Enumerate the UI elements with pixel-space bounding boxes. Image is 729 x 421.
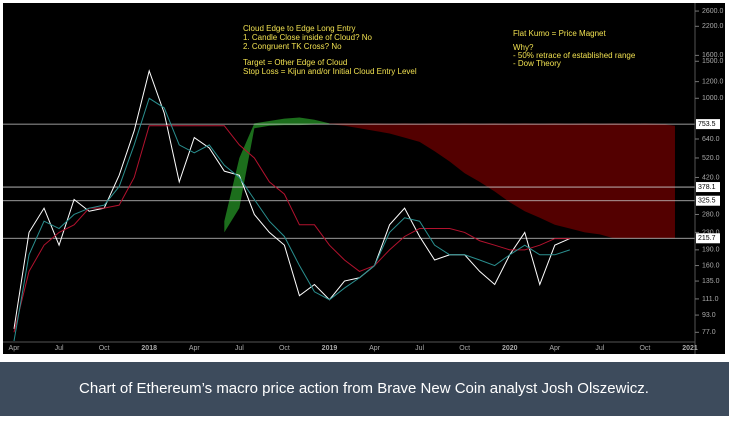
price-label: 753.5: [698, 121, 716, 128]
x-tick-label: Jul: [55, 345, 64, 352]
y-tick-label: 160.0: [702, 262, 720, 269]
y-tick-label: 190.0: [702, 247, 720, 254]
y-tick-label: 280.0: [702, 211, 720, 218]
price-label: 325.5: [698, 198, 716, 205]
annotation: - 50% retrace of established range: [513, 51, 636, 60]
x-tick-label: 2018: [141, 345, 157, 352]
series-line: [13, 125, 570, 333]
x-tick-label: Oct: [279, 345, 290, 352]
cloud: [224, 117, 330, 233]
annotation: 2. Congruent TK Cross? No: [243, 42, 342, 51]
annotation: Target = Other Edge of Cloud: [243, 58, 347, 67]
x-tick-label: Apr: [369, 345, 381, 352]
price-label-box: [696, 233, 720, 244]
y-tick-label: 230.0: [702, 229, 720, 236]
x-tick-label: Jul: [595, 345, 604, 352]
caption: Chart of Ethereum’s macro price action f…: [79, 380, 649, 397]
y-tick-label: 2200.0: [702, 23, 724, 30]
y-tick-label: 520.0: [702, 155, 720, 162]
x-tick-label: Apr: [189, 345, 201, 352]
x-tick-label: 2019: [322, 345, 338, 352]
x-tick-label: Jul: [415, 345, 424, 352]
x-tick-label: 2020: [502, 345, 518, 352]
price-label: 215.7: [698, 235, 716, 242]
annotation: Why?: [513, 43, 534, 52]
annotation: 1. Candle Close inside of Cloud? No: [243, 33, 373, 42]
series-line: [13, 97, 570, 342]
annotation: Flat Kumo = Price Magnet: [513, 29, 606, 38]
y-tick-label: 1200.0: [702, 78, 724, 85]
y-tick-label: 420.0: [702, 174, 720, 181]
price-label-box: [696, 119, 720, 130]
x-tick-label: Jul: [235, 345, 244, 352]
x-tick-label: Oct: [99, 345, 110, 352]
annotation: - Dow Theory: [513, 59, 561, 68]
price-label-box: [696, 182, 720, 193]
y-tick-label: 77.0: [702, 329, 716, 336]
x-tick-label: Apr: [549, 345, 561, 352]
caption-bar: [0, 362, 729, 416]
x-tick-label: Apr: [9, 345, 21, 352]
price-label: 378.1: [698, 184, 716, 191]
y-tick-label: 640.0: [702, 136, 720, 143]
y-tick-label: 135.0: [702, 278, 720, 285]
x-tick-label: Oct: [459, 345, 470, 352]
y-tick-label: 1600.0: [702, 52, 724, 59]
x-tick-label: Oct: [639, 345, 650, 352]
y-tick-label: 111.0: [702, 296, 719, 303]
y-tick-label: 93.0: [702, 312, 716, 319]
y-tick-label: 2600.0: [702, 8, 724, 15]
y-tick-label: 1500.0: [702, 58, 724, 65]
x-tick-label: 2021: [682, 345, 698, 352]
cloud: [329, 123, 675, 239]
price-label-box: [696, 195, 720, 206]
annotation: Stop Loss = Kijun and/or Initial Cloud E…: [243, 67, 417, 76]
y-tick-label: 1000.0: [702, 95, 724, 102]
annotation: Cloud Edge to Edge Long Entry: [243, 24, 356, 33]
